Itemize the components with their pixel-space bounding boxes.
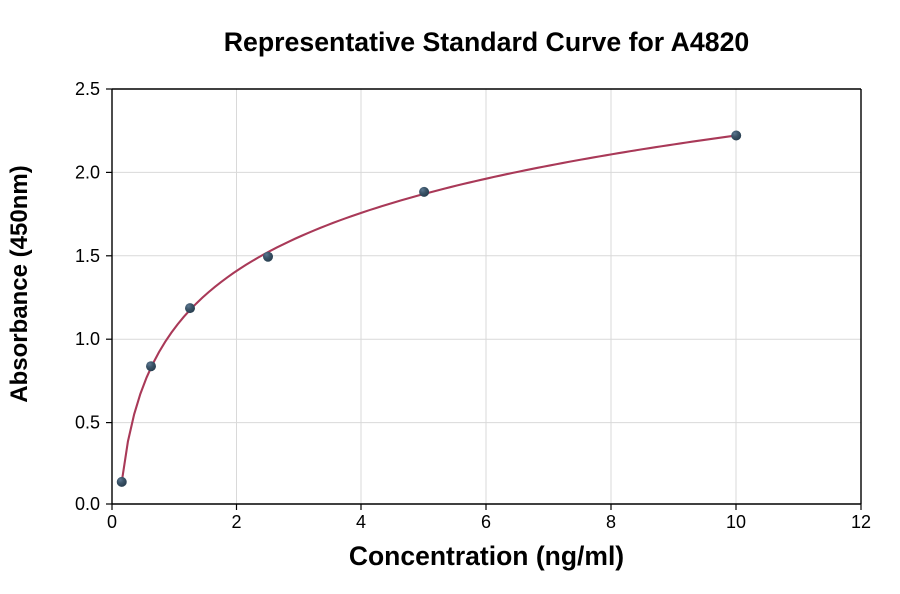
svg-text:12: 12 bbox=[851, 512, 871, 532]
svg-text:0.0: 0.0 bbox=[75, 494, 100, 514]
svg-text:0.5: 0.5 bbox=[75, 413, 100, 433]
svg-text:10: 10 bbox=[726, 512, 746, 532]
svg-text:1.5: 1.5 bbox=[75, 246, 100, 266]
svg-text:4: 4 bbox=[356, 512, 366, 532]
svg-text:2: 2 bbox=[231, 512, 241, 532]
svg-text:0: 0 bbox=[107, 512, 117, 532]
svg-text:2.0: 2.0 bbox=[75, 162, 100, 182]
svg-text:2.5: 2.5 bbox=[75, 79, 100, 99]
svg-text:8: 8 bbox=[606, 512, 616, 532]
svg-text:6: 6 bbox=[481, 512, 491, 532]
svg-text:1.0: 1.0 bbox=[75, 329, 100, 349]
